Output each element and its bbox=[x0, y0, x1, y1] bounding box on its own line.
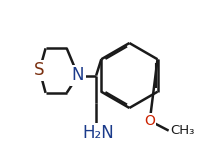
Text: S: S bbox=[34, 61, 45, 79]
Text: N: N bbox=[72, 66, 84, 85]
Text: H₂N: H₂N bbox=[83, 124, 114, 142]
Text: CH₃: CH₃ bbox=[170, 124, 194, 137]
Text: O: O bbox=[144, 114, 155, 128]
